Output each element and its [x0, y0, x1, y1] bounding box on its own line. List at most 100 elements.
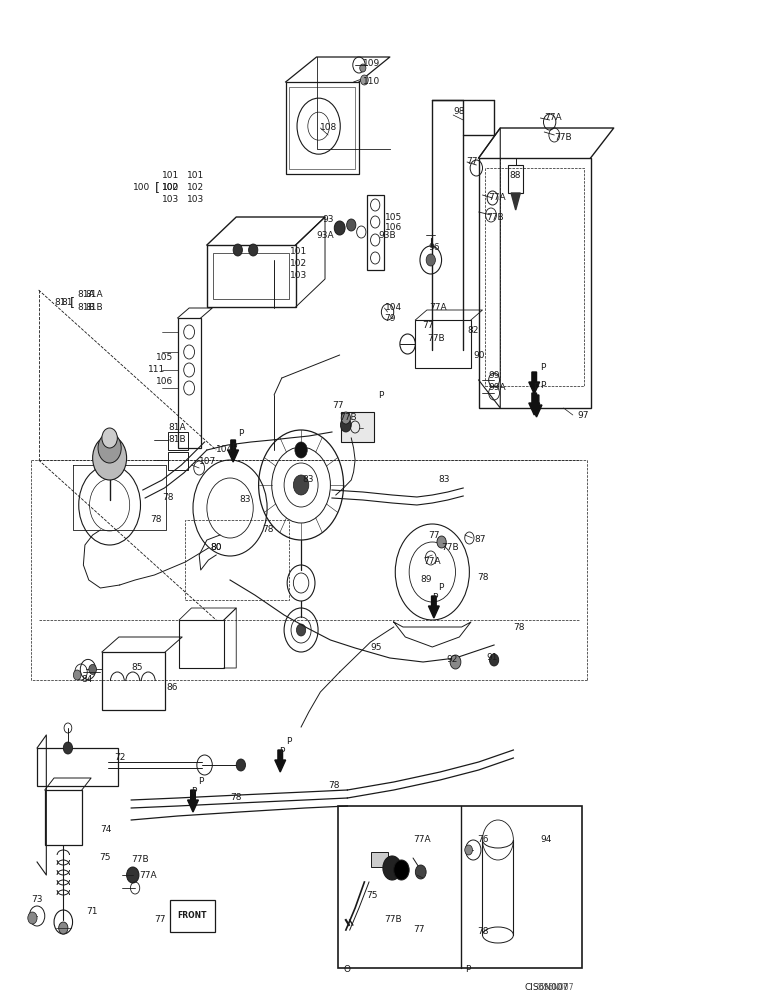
- Text: 100: 100: [162, 184, 179, 192]
- Text: 78: 78: [477, 573, 489, 582]
- Text: 77A: 77A: [488, 194, 506, 202]
- Bar: [367, 195, 384, 270]
- Text: 102: 102: [187, 184, 204, 192]
- Text: 86: 86: [166, 684, 178, 692]
- Text: 89: 89: [421, 575, 432, 584]
- Text: 101: 101: [162, 170, 179, 180]
- FancyArrow shape: [188, 790, 198, 812]
- Text: 77A: 77A: [544, 113, 562, 122]
- Text: P: P: [279, 748, 285, 756]
- Text: 83: 83: [303, 476, 314, 485]
- FancyArrow shape: [228, 440, 239, 462]
- Text: 81B: 81B: [77, 304, 95, 312]
- Text: P: P: [540, 380, 546, 389]
- Text: 91: 91: [486, 654, 498, 663]
- Text: P: P: [438, 583, 444, 592]
- Text: 71: 71: [86, 908, 98, 916]
- Text: 78: 78: [230, 794, 242, 802]
- Text: 109: 109: [363, 58, 380, 68]
- Text: P: P: [198, 778, 203, 786]
- Text: 101: 101: [290, 247, 306, 256]
- Text: 78: 78: [262, 526, 274, 534]
- Polygon shape: [511, 193, 520, 210]
- FancyArrow shape: [275, 750, 286, 772]
- Bar: [485, 168, 584, 386]
- Text: 81B: 81B: [85, 304, 103, 312]
- Text: 78: 78: [513, 624, 525, 633]
- Text: 77B: 77B: [427, 334, 445, 343]
- Bar: [371, 852, 388, 867]
- Text: 77A: 77A: [139, 870, 157, 880]
- Circle shape: [28, 912, 37, 924]
- Bar: [168, 452, 188, 470]
- Text: P: P: [286, 738, 291, 746]
- Bar: [213, 253, 290, 299]
- Text: 93: 93: [322, 216, 334, 225]
- Text: P: P: [432, 593, 438, 602]
- Circle shape: [361, 75, 368, 85]
- Text: 103: 103: [187, 196, 204, 205]
- Text: 77: 77: [332, 400, 344, 410]
- FancyArrow shape: [428, 596, 439, 618]
- FancyArrow shape: [529, 372, 540, 394]
- Text: 92: 92: [446, 656, 458, 665]
- Text: 77B: 77B: [486, 214, 504, 223]
- Text: 77: 77: [428, 530, 440, 540]
- Text: 94: 94: [540, 835, 552, 844]
- Text: 100: 100: [134, 184, 151, 192]
- Circle shape: [465, 845, 472, 855]
- Text: 81: 81: [54, 298, 66, 307]
- Text: 77: 77: [154, 916, 166, 925]
- Circle shape: [249, 244, 258, 256]
- Text: 105: 105: [384, 214, 401, 223]
- Text: 77: 77: [422, 320, 434, 330]
- Text: 99: 99: [489, 370, 500, 379]
- Text: 78: 78: [477, 928, 489, 937]
- Text: 76: 76: [477, 835, 489, 844]
- Circle shape: [296, 624, 306, 636]
- Circle shape: [295, 442, 307, 458]
- Text: 87: 87: [475, 536, 486, 544]
- Circle shape: [334, 221, 345, 235]
- Circle shape: [347, 219, 356, 231]
- Text: P: P: [540, 363, 546, 372]
- Text: 83: 83: [438, 476, 450, 485]
- Bar: [168, 432, 188, 450]
- Text: 77: 77: [466, 157, 478, 166]
- Circle shape: [293, 475, 309, 495]
- Text: 97: 97: [577, 410, 589, 420]
- Bar: [508, 165, 523, 193]
- Circle shape: [73, 670, 81, 680]
- Circle shape: [93, 436, 127, 480]
- Bar: [341, 412, 374, 442]
- Text: 77B: 77B: [131, 856, 149, 864]
- Circle shape: [383, 856, 401, 880]
- Text: 81B: 81B: [168, 436, 186, 444]
- Text: 99A: 99A: [489, 383, 506, 392]
- Text: 80: 80: [210, 544, 222, 552]
- Text: 79: 79: [384, 314, 396, 323]
- Text: 77B: 77B: [442, 544, 459, 552]
- Text: 110: 110: [363, 78, 380, 87]
- Text: CIS6N007: CIS6N007: [537, 984, 574, 992]
- Circle shape: [233, 244, 242, 256]
- Bar: [45, 790, 82, 845]
- Circle shape: [426, 254, 435, 266]
- Text: 77B: 77B: [384, 916, 402, 925]
- Text: 103: 103: [162, 196, 179, 205]
- Text: 78: 78: [328, 780, 340, 790]
- Text: 108: 108: [320, 123, 337, 132]
- Text: 81A: 81A: [85, 290, 103, 299]
- Text: 72: 72: [114, 754, 126, 762]
- Text: 80: 80: [210, 544, 222, 552]
- Bar: [415, 320, 471, 368]
- Circle shape: [360, 64, 366, 72]
- Circle shape: [450, 655, 461, 669]
- Text: 74: 74: [100, 825, 112, 834]
- Text: 75: 75: [99, 853, 110, 862]
- Text: 77B: 77B: [340, 413, 357, 422]
- Text: 73: 73: [31, 896, 42, 905]
- Text: 84: 84: [81, 676, 93, 685]
- Circle shape: [236, 759, 245, 771]
- Text: [: [: [69, 296, 74, 309]
